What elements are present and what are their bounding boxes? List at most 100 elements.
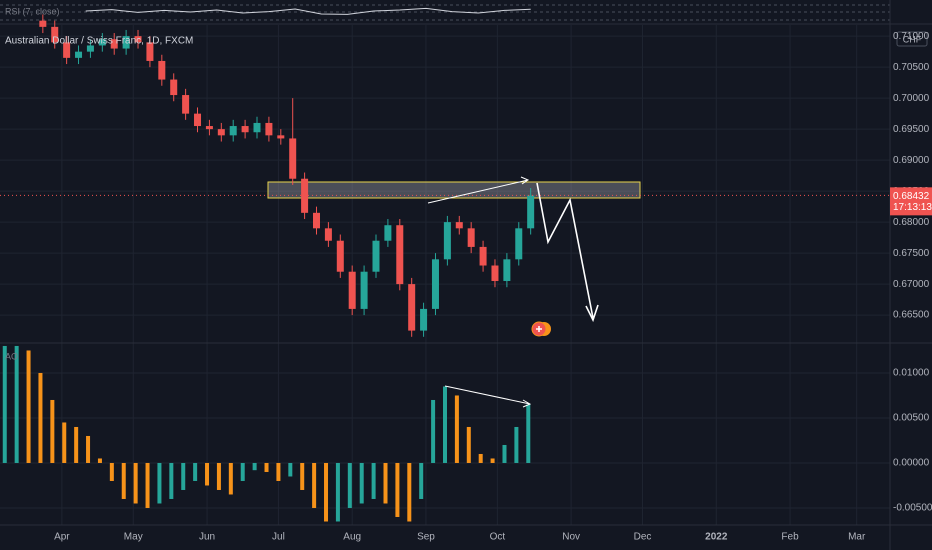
x-tick-label: Mar [848, 532, 866, 543]
ao-bar [97, 458, 102, 463]
event-icon-plus [536, 326, 542, 332]
candle-body [396, 225, 404, 285]
ao-bar [454, 395, 459, 463]
y-tick-label: 0.01000 [893, 368, 930, 379]
candle-body [75, 51, 83, 58]
ao-bar [205, 462, 210, 486]
candle-body [253, 122, 261, 133]
y-tick-label: -0.00500 [893, 503, 932, 514]
candle-body [336, 240, 344, 272]
x-tick-label: Jul [272, 532, 285, 543]
arrow-head [585, 304, 599, 323]
ao-bar [431, 399, 436, 463]
candle-body [205, 126, 213, 130]
ao-bar [38, 372, 43, 463]
x-tick-label: Dec [634, 532, 652, 543]
y-tick-label: 0.68000 [893, 217, 930, 228]
ao-bar [181, 462, 186, 490]
ao-bar [526, 404, 531, 463]
ao-bar [395, 462, 400, 517]
ao-bar [50, 399, 55, 463]
ao-bar [300, 462, 305, 490]
ao-bar [335, 462, 340, 522]
y-tick-label: 0.71000 [893, 31, 930, 42]
projection-arrow [536, 182, 594, 319]
candle-body [455, 222, 463, 229]
indicator-label: AO [5, 351, 18, 361]
candle-body [241, 126, 249, 133]
candle-body [431, 259, 439, 309]
ao-bar [419, 462, 424, 499]
ao-bar [121, 462, 126, 499]
ao-bar [383, 462, 388, 504]
ao-bar [490, 458, 495, 463]
ao-bar [74, 426, 79, 463]
candle-body [372, 240, 380, 272]
symbol-title: Australian Dollar / Swiss Franc, 1D, FXC… [5, 36, 193, 47]
candle-body [420, 308, 428, 331]
y-tick-label: 0.67500 [893, 248, 930, 259]
currency-box[interactable] [896, 31, 928, 47]
ao-bar [62, 422, 67, 463]
marks [0, 7, 890, 522]
y-tick-label: 0.00000 [893, 458, 930, 469]
ao-bar [347, 462, 352, 508]
candle-body [63, 42, 71, 58]
candle-body [134, 36, 142, 43]
candle-body [408, 284, 416, 331]
currency-label: CHF [903, 34, 922, 44]
ao-bar [324, 462, 329, 522]
x-tick-label: Sep [417, 532, 435, 543]
candle-body [86, 45, 94, 52]
candle-body [491, 265, 499, 282]
candle-body [51, 26, 59, 43]
x-tick-label: Aug [343, 532, 361, 543]
y-tick-label: 0.00500 [893, 413, 930, 424]
candle-body [479, 246, 487, 266]
candle-body [182, 95, 190, 114]
y-tick-label: 0.69500 [893, 124, 930, 135]
ao-bar [169, 462, 174, 499]
x-tick-label: Apr [54, 532, 70, 543]
ao-bar [514, 426, 519, 463]
ao-bar [276, 462, 281, 481]
x-tick-label: Nov [562, 532, 580, 543]
candle-body [217, 129, 225, 136]
candle-body [289, 138, 297, 179]
candle-body [158, 60, 166, 80]
candle-body [527, 195, 535, 229]
ao-bar [86, 435, 91, 463]
y-tick-label: 0.66500 [893, 310, 930, 321]
y-tick-label: 0.69000 [893, 155, 930, 166]
candle-body [348, 271, 356, 309]
candle-body [324, 228, 332, 241]
candle-body [110, 39, 118, 49]
ao-bar [443, 386, 447, 463]
ao-bar [288, 462, 293, 477]
candle-body [229, 126, 237, 136]
candle-body [360, 271, 368, 309]
indicator-label: RSI (7, close) [5, 6, 60, 16]
ao-bar [240, 462, 245, 481]
ao-bar [228, 462, 233, 495]
ao-bar [502, 444, 507, 463]
ao-bar [109, 462, 114, 481]
ao-bar [14, 345, 19, 463]
candle-body [503, 259, 511, 282]
candle-body [277, 135, 285, 139]
ao-bar [264, 462, 269, 472]
ao-bar [478, 453, 483, 463]
ao-bar [26, 350, 31, 463]
y-tick-label: 0.67000 [893, 279, 930, 290]
ao-bar [312, 462, 317, 508]
ao-bar [407, 462, 412, 522]
candle-body [515, 228, 523, 260]
ao-bar [216, 462, 221, 490]
price-badge [890, 187, 932, 216]
candle-body [467, 228, 475, 247]
annotations [427, 176, 599, 408]
x-tick-label: Jun [199, 532, 215, 543]
divergence-line [427, 176, 530, 204]
ao-divergence-line [444, 385, 532, 408]
